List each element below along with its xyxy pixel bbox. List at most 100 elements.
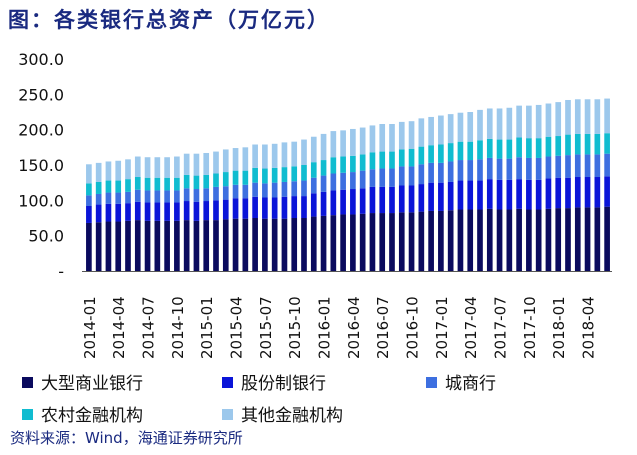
bars — [86, 98, 610, 271]
x-axis: 2014-01 2014-04 2014-07 2014-10 2015-01 2015-… — [81, 271, 612, 359]
bar-segment-series-0 — [565, 208, 571, 271]
bar-stack-2017-01 — [438, 115, 444, 271]
bar-segment-series-4 — [574, 99, 581, 134]
bar-segment-series-0 — [604, 206, 610, 271]
bar-segment-series-1 — [418, 184, 425, 212]
bar-segment-series-1 — [183, 201, 190, 221]
bar-segment-series-3 — [183, 174, 190, 189]
bar-segment-series-0 — [232, 218, 239, 271]
bar-stack-2016-11 — [418, 118, 425, 271]
bar-segment-series-0 — [252, 218, 258, 271]
bar-segment-series-4 — [526, 105, 532, 139]
x-tick-label: 2016-01 — [316, 296, 334, 359]
bar-segment-series-0 — [144, 220, 151, 271]
bar-segment-series-2 — [574, 154, 581, 178]
x-tick-label: 2014-07 — [140, 296, 158, 359]
bar-segment-series-4 — [320, 133, 327, 161]
bar-segment-series-3 — [95, 181, 102, 194]
bar-segment-series-4 — [271, 143, 278, 168]
bar-segment-series-4 — [467, 112, 474, 142]
bar-segment-series-3 — [105, 180, 112, 193]
bar-segment-series-4 — [584, 99, 591, 134]
legend-swatch — [222, 408, 233, 420]
legend-swatch — [222, 376, 233, 388]
bar-segment-series-4 — [291, 141, 298, 167]
bar-stack-2014-03 — [105, 161, 112, 271]
bar-segment-series-0 — [86, 222, 92, 271]
bar-segment-series-3 — [398, 149, 405, 167]
bar-segment-series-4 — [144, 157, 151, 178]
bar-segment-series-0 — [340, 214, 346, 271]
bar-segment-series-1 — [350, 189, 356, 215]
bar-stack-2014-11 — [183, 153, 190, 271]
bar-segment-series-1 — [506, 179, 513, 210]
bar-segment-series-4 — [95, 162, 102, 182]
bar-segment-series-2 — [301, 180, 307, 197]
bar-segment-series-2 — [125, 191, 131, 204]
bar-stack-2015-01 — [203, 152, 210, 271]
bar-segment-series-0 — [320, 215, 327, 271]
bar-segment-series-1 — [379, 186, 386, 214]
bar-segment-series-0 — [516, 208, 522, 271]
bar-segment-series-4 — [154, 157, 161, 178]
bar-stack-2018-06 — [604, 98, 610, 271]
x-tick-label: 2017-01 — [433, 296, 451, 359]
bar-segment-series-1 — [320, 191, 327, 216]
bar-segment-series-2 — [232, 184, 239, 199]
bar-segment-series-0 — [398, 212, 405, 271]
x-tick-label: 2015-07 — [257, 296, 275, 359]
legend-item-joint-stock-banks: 股份制银行 — [222, 369, 326, 394]
bar-segment-series-3 — [545, 136, 552, 157]
legend-label: 大型商业银行 — [41, 374, 143, 394]
bar-segment-series-0 — [408, 212, 415, 271]
x-tick-label: 2014-01 — [81, 296, 99, 359]
bar-segment-series-0 — [428, 210, 434, 271]
bar-segment-series-4 — [183, 153, 190, 175]
bar-segment-series-3 — [535, 138, 542, 158]
bar-segment-series-3 — [115, 180, 122, 193]
bar-segment-series-4 — [496, 108, 503, 140]
bar-segment-series-3 — [526, 138, 532, 158]
bar-segment-series-2 — [398, 166, 405, 186]
bar-segment-series-4 — [252, 144, 258, 168]
bar-segment-series-4 — [359, 127, 366, 155]
bar-stack-2016-06 — [369, 125, 376, 271]
bar-stack-2018-03 — [574, 99, 581, 271]
bar-segment-series-4 — [516, 105, 522, 138]
x-tick-label: 2015-04 — [228, 296, 246, 359]
bar-segment-series-4 — [134, 156, 141, 178]
bar-segment-series-2 — [134, 189, 141, 202]
y-tick-label: 250.0 — [18, 85, 64, 104]
bar-segment-series-3 — [516, 137, 522, 158]
bar-segment-series-4 — [86, 164, 92, 184]
bar-segment-series-4 — [232, 148, 239, 171]
bar-stack-2015-11 — [301, 139, 307, 271]
bar-segment-series-3 — [86, 183, 92, 196]
bar-segment-series-0 — [477, 209, 483, 271]
bar-segment-series-2 — [252, 182, 258, 197]
bar-stack-2015-04 — [232, 148, 239, 271]
bar-segment-series-3 — [428, 145, 434, 163]
bar-segment-series-1 — [594, 177, 601, 208]
bar-segment-series-0 — [310, 216, 317, 271]
bar-segment-series-0 — [594, 207, 601, 271]
bar-segment-series-4 — [340, 130, 346, 157]
bar-stack-2015-02 — [213, 151, 219, 271]
bar-stack-2014-05 — [125, 159, 131, 271]
bar-stack-2017-12 — [545, 103, 552, 271]
bar-segment-series-0 — [447, 210, 454, 271]
bar-segment-series-3 — [144, 177, 151, 191]
bar-stack-2016-05 — [359, 127, 366, 271]
bar-segment-series-4 — [535, 104, 542, 139]
bar-segment-series-2 — [203, 188, 210, 202]
bar-stack-2015-08 — [271, 143, 278, 271]
bar-stack-2014-01 — [86, 164, 92, 271]
legend-swatch — [22, 376, 33, 388]
bar-segment-series-2 — [447, 161, 454, 182]
x-tick-label: 2018-04 — [580, 296, 598, 359]
bar-segment-series-0 — [379, 213, 386, 271]
bar-segment-series-3 — [281, 167, 288, 182]
bar-segment-series-2 — [86, 195, 92, 206]
legend-label: 农村金融机构 — [41, 406, 143, 426]
bar-segment-series-4 — [174, 156, 180, 178]
